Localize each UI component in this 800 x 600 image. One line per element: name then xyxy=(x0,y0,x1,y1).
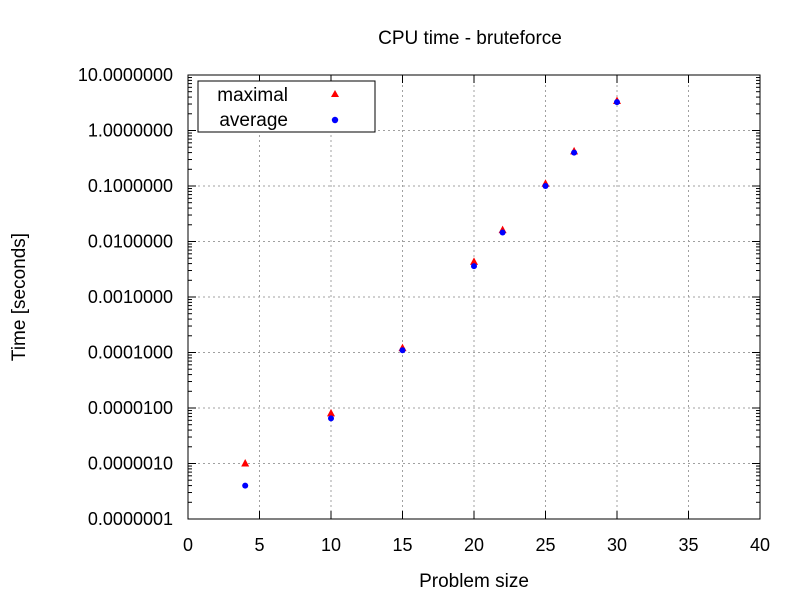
point-average xyxy=(542,183,549,189)
point-average xyxy=(499,229,506,236)
point-maximal xyxy=(470,257,478,265)
x-tick-label: 20 xyxy=(464,535,484,555)
y-tick-label: 1.0000000 xyxy=(88,121,173,141)
legend-marker-maximal xyxy=(331,90,339,97)
y-tick-label: 0.1000000 xyxy=(88,176,173,196)
y-axis-label: Time [seconds] xyxy=(9,233,30,361)
x-tick-label: 30 xyxy=(607,535,627,555)
x-axis-label: Problem size xyxy=(419,571,529,592)
legend-box xyxy=(197,80,376,133)
point-average xyxy=(399,347,406,354)
point-average xyxy=(471,263,477,270)
point-average xyxy=(242,482,249,489)
point-average xyxy=(328,415,334,422)
y-tick-label: 0.0001000 xyxy=(88,343,173,363)
x-tick-labels: 0 5 10 15 20 25 30 35 40 xyxy=(183,535,770,555)
axis-ticks xyxy=(187,74,761,520)
y-tick-label: 10.0000000 xyxy=(78,65,173,85)
x-tick-label: 0 xyxy=(183,535,193,555)
grid xyxy=(188,75,760,519)
y-tick-label: 0.0000010 xyxy=(88,454,173,474)
y-tick-label: 0.0000100 xyxy=(88,398,173,418)
point-average xyxy=(571,149,578,156)
legend-marker-average xyxy=(331,116,339,124)
x-tick-label: 10 xyxy=(321,535,341,555)
x-tick-label: 15 xyxy=(392,535,412,555)
data-points xyxy=(241,96,621,489)
x-tick-label: 25 xyxy=(535,535,555,555)
legend-label-average: average xyxy=(219,110,288,131)
point-average xyxy=(614,99,620,106)
y-tick-labels: 0.0000001 0.0000010 0.0000100 0.0001000 0.00… xyxy=(78,65,173,529)
chart-title: CPU time - bruteforce xyxy=(378,28,562,49)
y-tick-label: 0.0000001 xyxy=(88,509,173,529)
point-maximal xyxy=(241,459,250,467)
point-maximal xyxy=(327,408,335,417)
y-tick-label: 0.0100000 xyxy=(88,232,173,252)
y-tick-label: 0.0010000 xyxy=(88,287,173,307)
legend-label-maximal: maximal xyxy=(217,85,288,106)
x-tick-label: 35 xyxy=(678,535,698,555)
legend: maximal average xyxy=(197,80,376,133)
x-tick-label: 40 xyxy=(750,535,770,555)
x-tick-label: 5 xyxy=(254,535,264,555)
